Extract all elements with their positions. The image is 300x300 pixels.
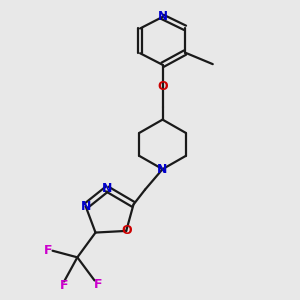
Text: N: N — [102, 182, 112, 196]
Text: N: N — [158, 11, 167, 23]
Text: N: N — [158, 163, 168, 176]
Text: F: F — [44, 244, 52, 257]
Text: O: O — [157, 80, 168, 93]
Text: N: N — [80, 200, 91, 213]
Text: F: F — [94, 278, 102, 290]
Text: F: F — [60, 279, 68, 292]
Text: O: O — [121, 224, 131, 237]
